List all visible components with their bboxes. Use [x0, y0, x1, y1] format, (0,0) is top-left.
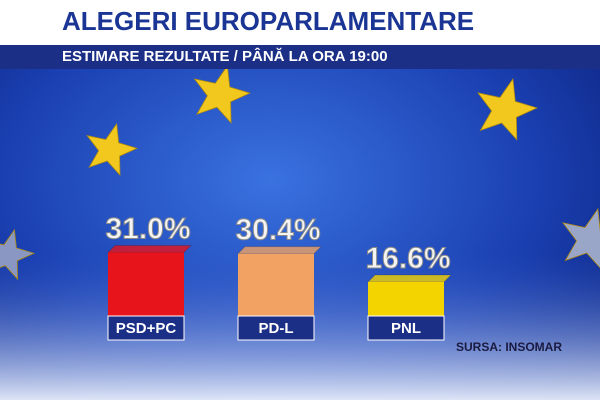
- star: [562, 207, 600, 269]
- stars: [0, 64, 600, 281]
- star: [0, 228, 36, 281]
- chart-subtitle: ESTIMARE REZULTATE / PÂNĂ LA ORA 19:00: [62, 47, 388, 65]
- bar-top: [106, 244, 193, 253]
- chart-title: ALEGERI EUROPARLAMENTARE: [62, 6, 474, 36]
- category-box: [367, 315, 445, 341]
- category-box: [237, 315, 315, 341]
- bar-top: [236, 246, 323, 255]
- category-label: PD-L: [259, 320, 294, 337]
- category-label: PSD+PC: [116, 320, 177, 337]
- bar: [108, 252, 184, 316]
- value-label: 30.4%: [235, 214, 320, 247]
- star: [86, 122, 139, 177]
- subtitle-band: [0, 45, 600, 69]
- bar: [238, 253, 314, 316]
- header-band: [0, 0, 600, 45]
- category-label: PNL: [391, 320, 421, 337]
- value-label: 16.6%: [365, 242, 450, 275]
- bar-top: [366, 274, 453, 283]
- value-label: 31.0%: [105, 212, 190, 245]
- source-note: SURSA: INSOMAR: [456, 340, 562, 354]
- star: [193, 64, 252, 124]
- category-box: [107, 315, 185, 341]
- star: [477, 77, 539, 141]
- bar: [368, 281, 444, 316]
